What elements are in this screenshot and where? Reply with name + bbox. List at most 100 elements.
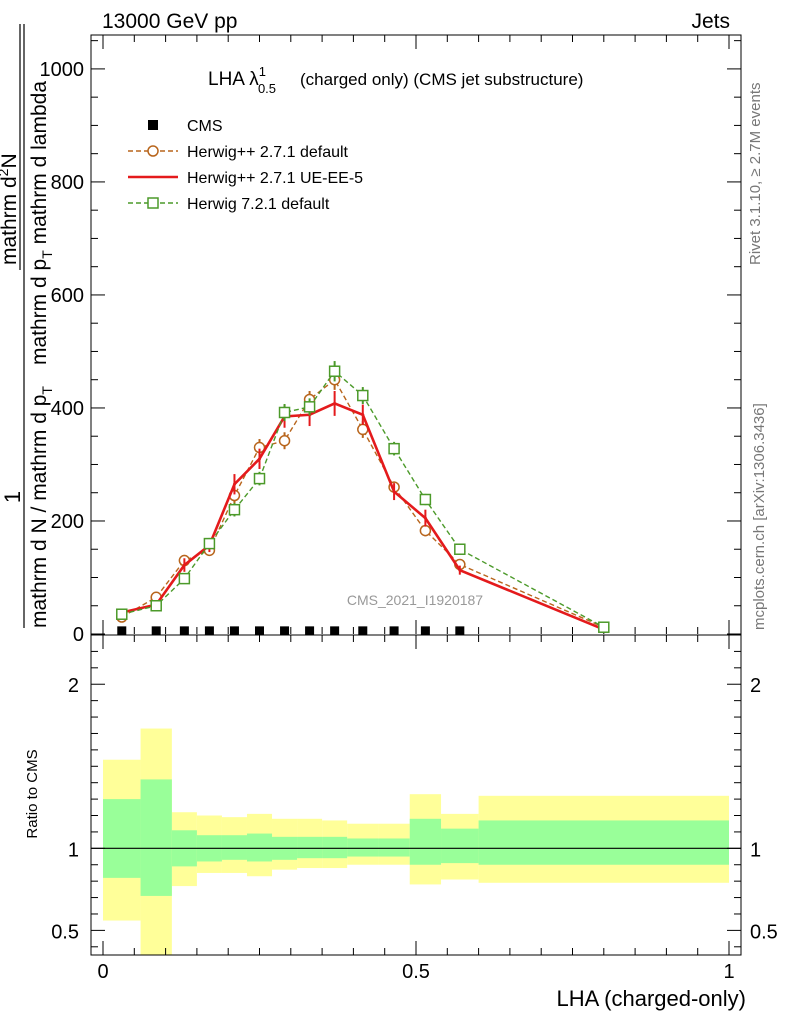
legend-item: CMS [148, 118, 223, 135]
data-point-square [278, 406, 291, 419]
ratio-band-green [140, 779, 172, 896]
y-label-one: 1 [0, 491, 25, 503]
data-point [333, 401, 337, 405]
ratio-band-green [478, 820, 729, 865]
cms-data-point [179, 626, 189, 636]
rivet-version-label: Rivet 3.1.10, ≥ 2.7M events [747, 83, 764, 266]
ratio-y-tick-label-right: 1 [750, 839, 761, 861]
ratio-band-green [409, 818, 442, 865]
data-point-square [178, 572, 191, 585]
ratio-band-green [441, 828, 479, 864]
data-point [258, 457, 261, 461]
ratio-band-green [322, 836, 348, 859]
data-point-square [303, 401, 316, 413]
cms-data-point [204, 626, 214, 636]
ratio-y-tick-label-right: 0.5 [750, 921, 778, 943]
legend: CMS Herwig++ 2.7.1 default Herwig++ 2.7.1 … [128, 118, 363, 213]
ratio-y-tick-label-right: 2 [750, 675, 761, 697]
cms-data-point [330, 626, 340, 636]
data-point-square [150, 599, 162, 612]
y-tick-label: 800 [51, 172, 84, 194]
mcplots-site-label: mcplots.cern.ch [arXiv:1306.3436] [751, 403, 768, 630]
legend-label: Herwig 7.2.1 default [187, 196, 330, 213]
legend-item: Herwig 7.2.1 default [128, 196, 330, 213]
x-axis-label: LHA (charged-only) [556, 986, 746, 1011]
data-point-square [203, 537, 216, 550]
cms-data-point [358, 626, 368, 636]
title-superscript: 1 [259, 64, 266, 79]
analysis-watermark: CMS_2021_I1920187 [347, 592, 483, 608]
legend-label: CMS [187, 118, 223, 135]
series-3 [116, 361, 610, 633]
series-line [121, 370, 605, 628]
x-tick-label: 0.5 [402, 961, 430, 983]
series-layer [116, 361, 610, 636]
data-point-square [454, 543, 466, 555]
ratio-y-axis: 0.5 0.5 1 1 2 2 [51, 650, 778, 948]
y-tick-label: 0 [73, 624, 84, 646]
main-y-axis: 0 200 400 600 800 1000 [40, 40, 741, 646]
cms-data-point [455, 626, 465, 636]
ratio-x-axis: 0 0.5 1 [97, 635, 735, 983]
data-point-square [228, 503, 241, 516]
header-energy-label: 13000 GeV pp [102, 10, 237, 33]
title-main: LHA λ [208, 69, 259, 90]
x-tick-label: 0 [97, 961, 108, 983]
y-tick-label: 400 [51, 398, 84, 420]
y-label-denominator: mathrm d pT mathrm d lambda [28, 81, 55, 365]
data-point-square [253, 472, 266, 485]
title-rest: (charged only) (CMS jet substructure) [300, 70, 583, 89]
data-point [361, 413, 365, 417]
legend-item: Herwig++ 2.7.1 UE-EE-5 [128, 170, 363, 187]
header-jets-label: Jets [691, 10, 730, 33]
data-point-square [328, 365, 341, 377]
cms-data-point [389, 626, 399, 636]
data-point-square [116, 608, 128, 620]
y-tick-label: 1000 [40, 59, 85, 81]
y-label-numerator: mathrm d2N [0, 153, 21, 265]
y-tick-label: 600 [51, 285, 84, 307]
main-y-label: 1 mathrm d N / mathrm d pT mathrm d2N ma… [0, 24, 55, 628]
legend-item: Herwig++ 2.7.1 default [128, 144, 349, 161]
ratio-band-green [246, 833, 273, 862]
series-line [121, 402, 605, 631]
data-point [232, 482, 236, 486]
data-point-square [388, 442, 400, 455]
data-point [458, 568, 462, 572]
cms-data-point [117, 626, 127, 636]
main-x-axis [102, 35, 730, 634]
y-label-lower-text: mathrm d N / mathrm d pT [28, 386, 55, 628]
data-point [423, 516, 427, 520]
ratio-y-label: Ratio to CMS [24, 749, 41, 838]
data-point-square [357, 389, 369, 402]
ratio-band-green [221, 835, 247, 860]
cms-data-point [420, 626, 430, 636]
ratio-y-tick-label: 2 [68, 675, 79, 697]
title-subscript: 0.5 [258, 81, 276, 96]
cms-data-point [255, 626, 264, 636]
ratio-y-tick-label: 1 [68, 839, 79, 861]
data-point [392, 490, 396, 494]
legend-marker [147, 145, 159, 157]
legend-label: Herwig++ 2.7.1 default [187, 144, 349, 161]
ratio-y-tick-label: 0.5 [51, 921, 79, 943]
ratio-bands [103, 728, 729, 955]
data-point-circle [419, 524, 432, 537]
data-point [182, 563, 186, 567]
ratio-band-green [347, 838, 379, 857]
legend-marker [148, 120, 158, 130]
series-0 [117, 626, 465, 636]
svg-text:LHA λ10.5: LHA λ1 0.5 [208, 64, 276, 96]
legend-marker [147, 197, 159, 209]
data-point-square [598, 621, 610, 633]
cms-data-point [229, 626, 239, 636]
ratio-band-green [297, 836, 323, 859]
data-point-circle [278, 434, 291, 447]
y-tick-label: 200 [51, 511, 84, 533]
x-tick-label: 1 [723, 961, 734, 983]
cms-data-point [280, 626, 290, 636]
plot-title: LHA λ1 0.5 (charged only) (CMS jet substr… [208, 64, 583, 96]
data-point-square [419, 493, 432, 506]
ratio-band-green [378, 838, 410, 857]
